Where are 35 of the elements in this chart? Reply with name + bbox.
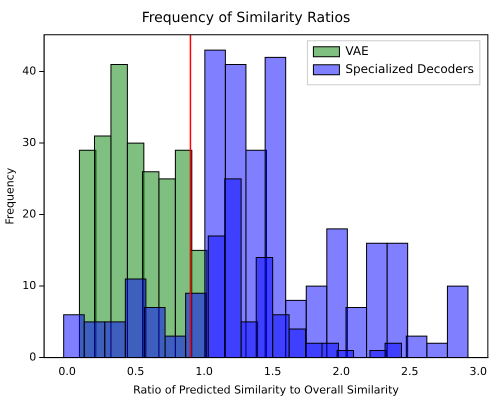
bar [144, 307, 166, 358]
bar [305, 342, 323, 358]
bar [208, 236, 226, 358]
y-tick-label: 30 [22, 136, 36, 149]
chart-title: Frequency of Similarity Ratios [142, 10, 350, 26]
bar [84, 321, 106, 358]
x-tick-label: 3.0 [470, 365, 488, 378]
bar [446, 286, 468, 358]
legend-label: VAE [345, 44, 369, 58]
bar [164, 336, 186, 358]
bar [104, 321, 126, 358]
bar [224, 178, 242, 358]
x-tick-label: 1.0 [195, 365, 213, 378]
bar [272, 314, 290, 358]
bar [406, 336, 428, 358]
y-axis-title: Frequency [3, 167, 16, 225]
bar [384, 342, 402, 358]
y-tick-label: 10 [22, 278, 36, 292]
bar [256, 257, 274, 358]
x-tick-label: 0.0 [58, 365, 76, 378]
x-tick-label: 1.5 [264, 365, 282, 378]
bar [336, 350, 354, 358]
y-tick-label: 40 [22, 64, 36, 78]
bar [124, 278, 146, 358]
x-axis-title: Ratio of Predicted Similarity to Overall Similarity [133, 383, 400, 396]
x-tick-label: 0.5 [126, 365, 144, 378]
bar [63, 314, 85, 358]
bar [288, 328, 306, 358]
x-tick-label: 2.0 [332, 365, 350, 378]
bar [366, 242, 388, 358]
bar [426, 342, 448, 358]
y-tick-label: 0 [29, 350, 36, 364]
legend-label: Specialized Decoders [345, 62, 474, 76]
y-tick-label: 20 [22, 207, 36, 220]
x-tick-label: 2.5 [400, 365, 418, 378]
